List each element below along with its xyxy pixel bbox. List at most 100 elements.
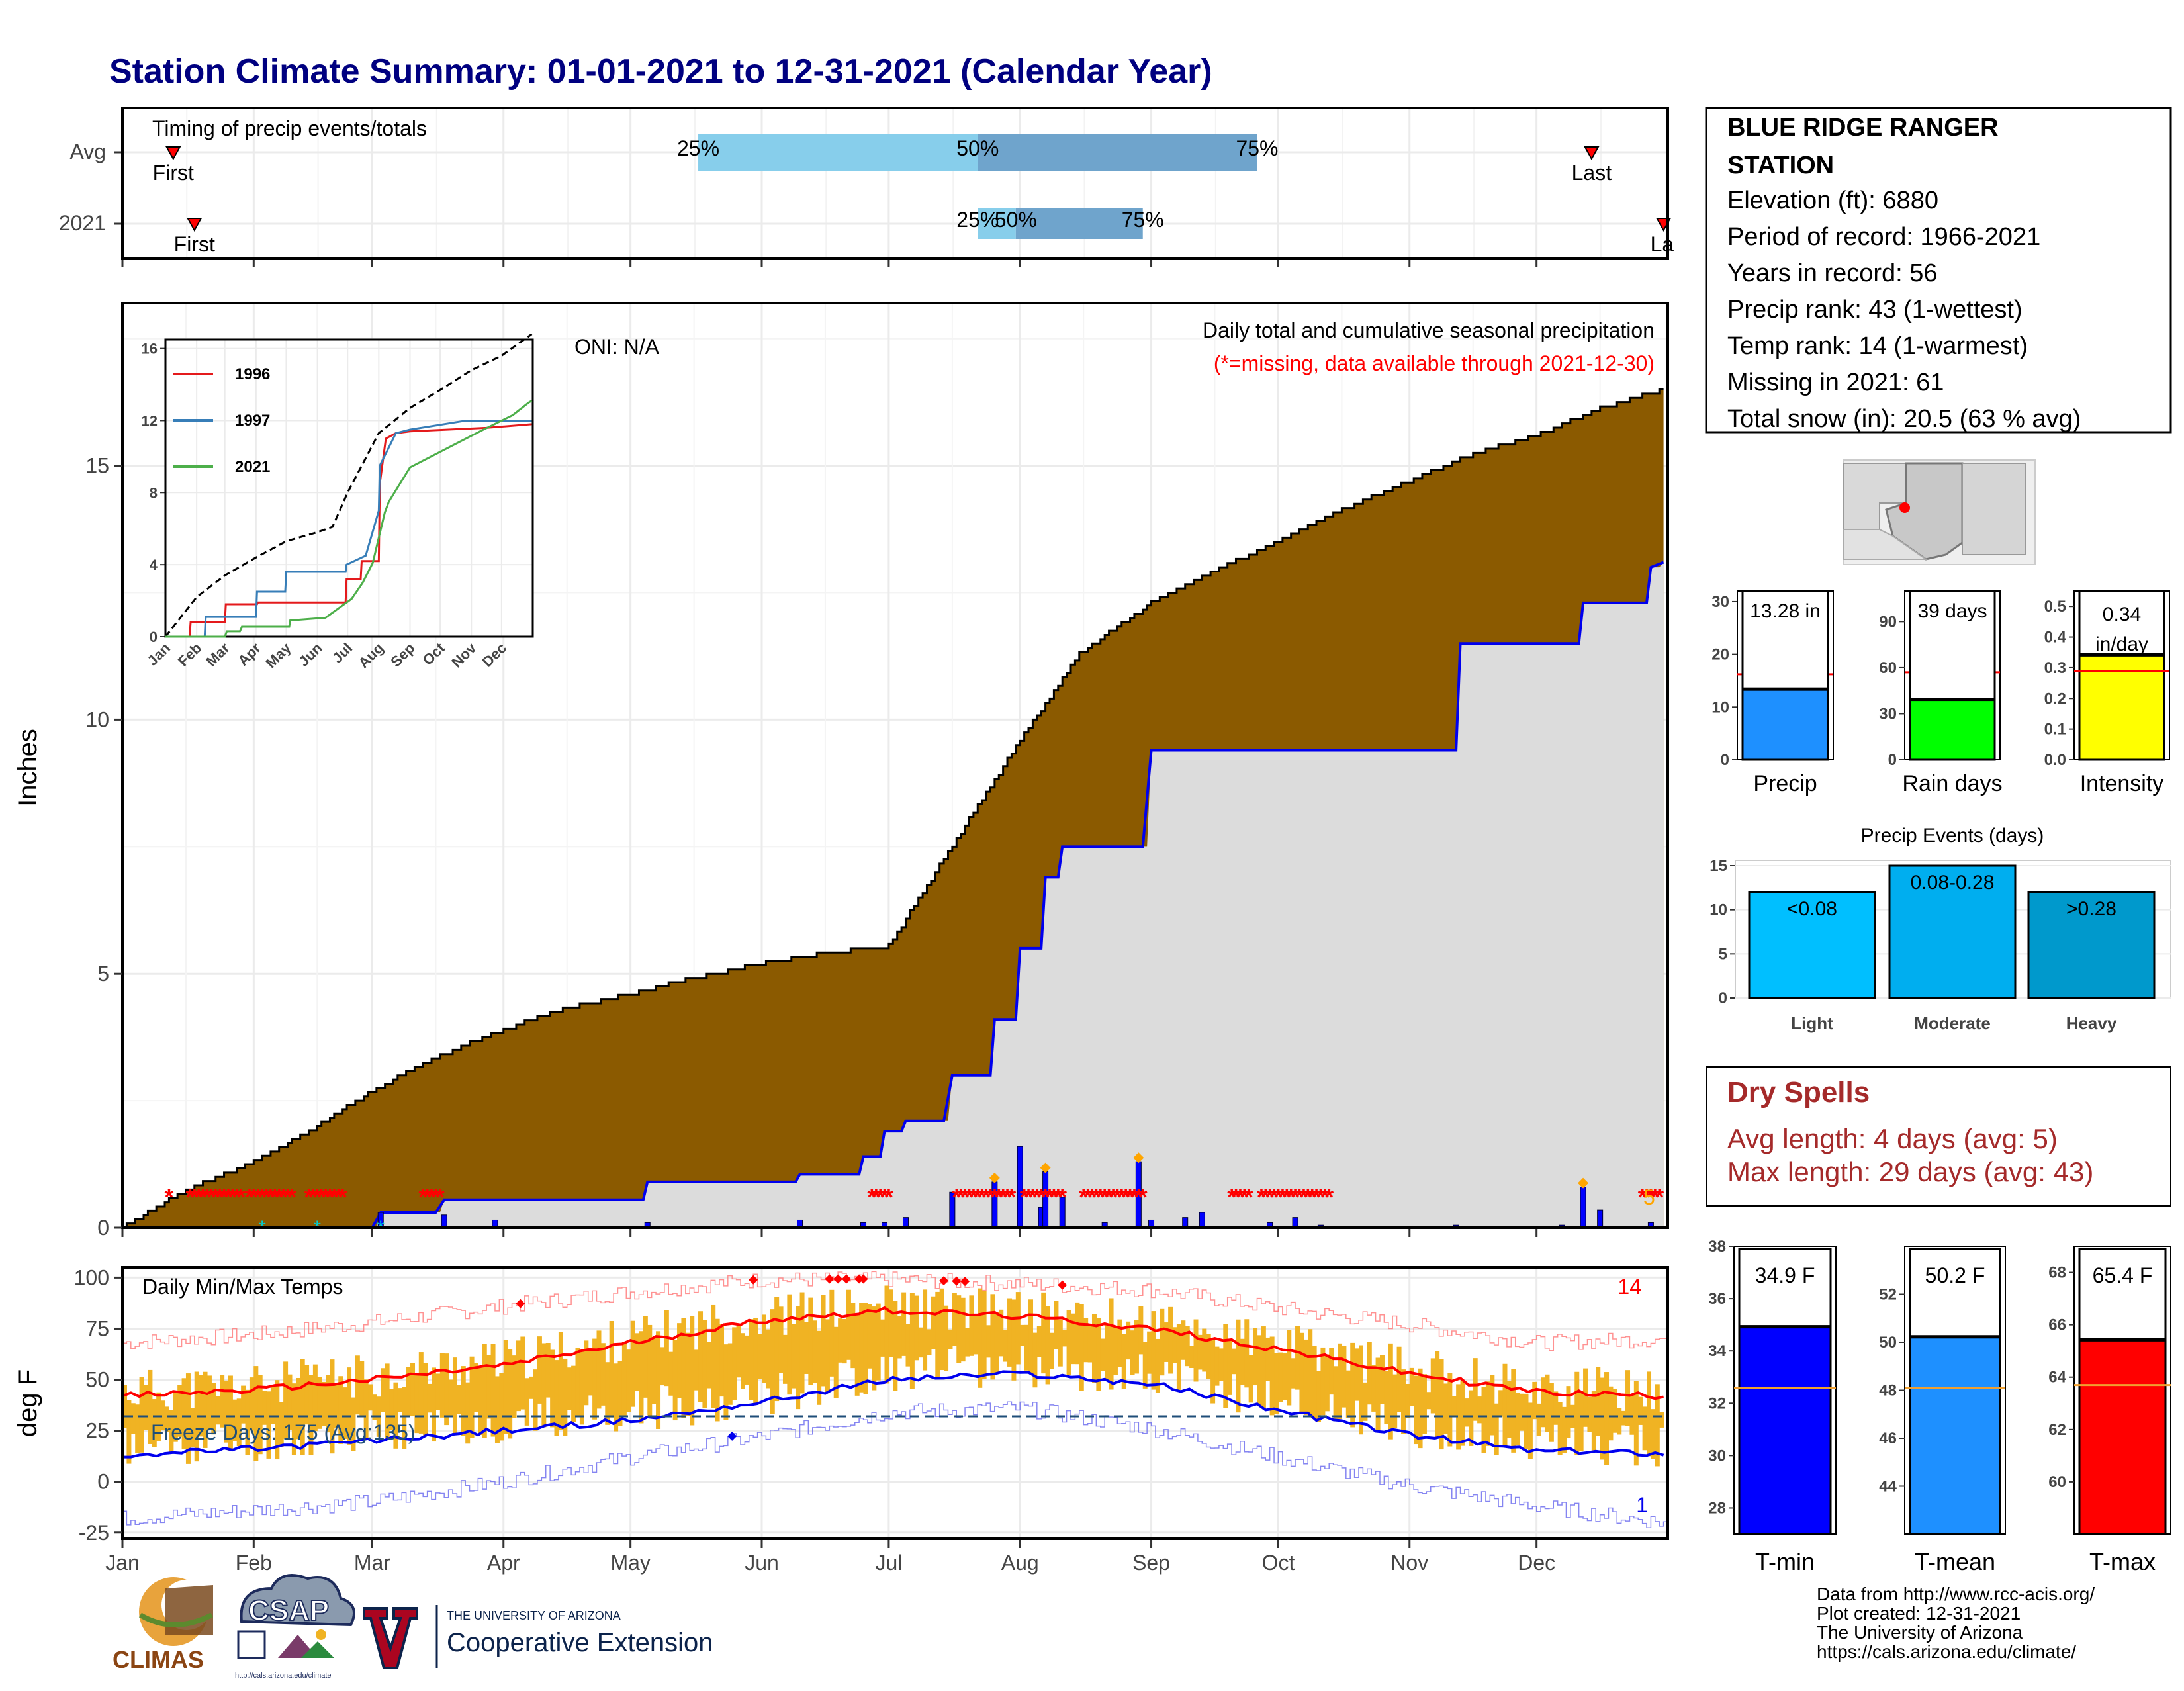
record-high-marker	[825, 1274, 835, 1284]
daily-temp-bar	[1240, 1338, 1245, 1385]
missing-day-marker: *	[1269, 1183, 1279, 1211]
station-precip-rank: Precip rank: 43 (1-wettest)	[1727, 296, 2023, 324]
daily-temp-bar	[694, 1349, 699, 1391]
missing-day-marker: *	[228, 1183, 237, 1211]
daily-temp-bar	[1638, 1396, 1643, 1425]
record-high-marker	[858, 1274, 868, 1284]
events-ytick-label: 10	[1709, 901, 1727, 919]
2021-cumulative-line	[122, 561, 1664, 1229]
daily-temp-bar	[796, 1306, 801, 1410]
summary-ytick-label: 0.3	[2044, 659, 2066, 677]
missing-day-marker: *	[960, 1183, 970, 1211]
daily-temp-bar	[363, 1379, 369, 1439]
daily-temp-bar	[664, 1310, 669, 1387]
missing-day-marker: *	[973, 1183, 982, 1211]
daily-temp-bar	[1506, 1381, 1512, 1438]
daily-temp-bar	[732, 1327, 737, 1400]
daily-temp-bar	[334, 1384, 339, 1428]
month-label: Apr	[487, 1551, 520, 1575]
daily-temp-bar	[321, 1381, 326, 1426]
daily-temp-bar	[1460, 1380, 1465, 1446]
daily-temp-bar	[1566, 1386, 1571, 1438]
daily-temp-bar	[444, 1353, 449, 1426]
daily-temp-bar	[338, 1376, 343, 1444]
daily-temp-bar	[1291, 1358, 1296, 1389]
daily-temp-bar	[901, 1292, 907, 1356]
missing-day-marker: *	[1291, 1183, 1300, 1211]
precip-title-line2: (*=missing, data available through 2021-…	[1214, 351, 1655, 375]
daily-temp-bar	[253, 1366, 259, 1461]
missing-day-marker: *	[1058, 1183, 1067, 1211]
daily-temp-bar	[457, 1385, 462, 1414]
summary-ytick-label: 0.4	[2044, 629, 2067, 647]
daily-temp-bar	[355, 1355, 360, 1415]
summary-ytick-label: 0.0	[2044, 751, 2066, 769]
daily-temp-bar	[1244, 1319, 1250, 1388]
missing-day-marker: *	[1041, 1183, 1050, 1211]
daily-temp-bar	[185, 1373, 191, 1464]
daily-temp-bar	[888, 1289, 893, 1357]
daily-temp-bar	[503, 1340, 508, 1434]
daily-temp-bar	[1502, 1363, 1508, 1448]
quartile-label-50: 50%	[995, 208, 1037, 232]
daily-temp-bar	[1388, 1343, 1393, 1440]
station-info-box: BLUE RIDGE RANGER STATION Elevation (ft)…	[1705, 107, 2172, 434]
daily-temp-bar	[741, 1333, 745, 1389]
temp-bar-ytick-label: 36	[1708, 1290, 1726, 1308]
daily-temp-bar	[1647, 1371, 1652, 1457]
temp-title: Daily Min/Max Temps	[142, 1275, 343, 1299]
daily-temp-bar	[1197, 1334, 1203, 1370]
temp-bar-ytick-label: 68	[2048, 1264, 2066, 1282]
missing-day-marker: *	[1287, 1183, 1296, 1211]
daily-temp-bar	[1227, 1340, 1232, 1395]
daily-temp-bar	[351, 1397, 356, 1451]
daily-temp-bar	[448, 1379, 453, 1416]
daily-temp-bar	[486, 1355, 492, 1419]
daily-temp-bar	[952, 1293, 957, 1346]
daily-temp-bar	[160, 1400, 165, 1431]
daily-temp-bar	[630, 1320, 635, 1407]
average-cumulative-line	[122, 388, 1664, 1229]
daily-temp-bar	[838, 1318, 843, 1363]
daily-temp-bar	[677, 1323, 682, 1398]
daily-temp-bar	[1223, 1324, 1228, 1408]
quartile-label-25: 25%	[677, 136, 719, 160]
daily-temp-bar	[918, 1327, 923, 1358]
daily-temp-bar	[1608, 1386, 1614, 1441]
quartile-bar-25-50	[698, 134, 978, 171]
daily-temp-bar	[571, 1365, 576, 1422]
daily-temp-bar	[1070, 1313, 1075, 1365]
precip-title-line1: Daily total and cumulative seasonal prec…	[1203, 318, 1655, 342]
missing-day-marker: *	[1655, 1183, 1664, 1211]
missing-day-marker: *	[334, 1183, 343, 1211]
precip-event-label: Heavy	[2066, 1013, 2117, 1033]
missing-day-marker: *	[1100, 1183, 1109, 1211]
missing-day-marker: *	[1273, 1183, 1283, 1211]
missing-day-marker: *	[304, 1183, 313, 1211]
last-event-marker	[1584, 146, 1600, 161]
daily-temp-bar	[626, 1349, 631, 1412]
summary-ytick-label: 30	[1879, 705, 1897, 723]
missing-day-marker: *	[956, 1183, 966, 1211]
daily-temp-bar	[228, 1375, 233, 1451]
daily-temp-bar	[203, 1371, 208, 1448]
daily-temp-bar	[660, 1347, 665, 1386]
daily-temp-bar	[291, 1383, 296, 1455]
daily-temp-bar	[1625, 1370, 1631, 1426]
summary-bar-label: Intensity	[2080, 771, 2164, 796]
temp-bar-ytick-label: 52	[1879, 1286, 1897, 1304]
daily-temp-bar	[787, 1294, 792, 1395]
daily-temp-bar	[931, 1296, 936, 1349]
daily-temp-bar	[452, 1357, 457, 1433]
daily-temp-bar	[1138, 1306, 1144, 1355]
daily-temp-bar	[490, 1344, 496, 1437]
precip-event-label: Light	[1791, 1013, 1833, 1033]
temp-bar-ytick-label: 30	[1708, 1447, 1726, 1465]
daily-temp-bar	[668, 1351, 674, 1396]
temp-ylabel: deg F	[13, 1369, 42, 1437]
daily-temp-bar	[859, 1303, 864, 1393]
summary-value-label: 39 days	[1917, 600, 1987, 622]
timing-row-label-2021: 2021	[59, 211, 106, 235]
daily-temp-bar	[1527, 1402, 1533, 1459]
missing-day-marker: *	[321, 1183, 330, 1211]
